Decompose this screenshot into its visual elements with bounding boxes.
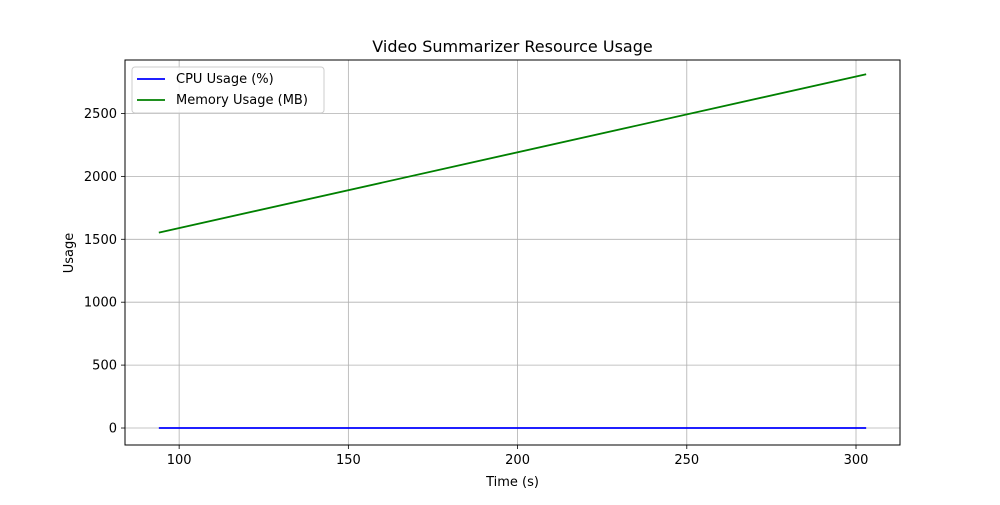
y-tick-label: 0	[109, 422, 117, 437]
legend: CPU Usage (%) Memory Usage (MB)	[131, 66, 325, 114]
y-tick-label: 1000	[84, 296, 117, 311]
series-line-1	[158, 73, 867, 234]
y-tick-label: 2000	[84, 170, 117, 185]
plot-frame	[124, 59, 901, 446]
series-layer	[158, 73, 867, 429]
x-tick-label: 200	[505, 453, 530, 468]
x-tick-label: 300	[844, 453, 869, 468]
x-tick-label: 150	[336, 453, 361, 468]
legend-box	[131, 66, 325, 114]
ticks: 100 150 200 250 300 0 500 1000 1500 2000 2500	[84, 107, 869, 468]
y-tick-label: 2500	[84, 107, 117, 122]
chart-title: Video Summarizer Resource Usage	[372, 37, 652, 56]
legend-label-cpu: CPU Usage (%)	[176, 72, 274, 87]
y-axis-label: Usage	[62, 233, 77, 274]
x-axis-label: Time (s)	[485, 475, 539, 490]
y-tick-label: 1500	[84, 233, 117, 248]
legend-label-memory: Memory Usage (MB)	[176, 93, 308, 108]
x-tick-label: 250	[674, 453, 699, 468]
x-tick-label: 100	[167, 453, 192, 468]
y-tick-label: 500	[92, 359, 117, 374]
grid	[125, 60, 900, 445]
